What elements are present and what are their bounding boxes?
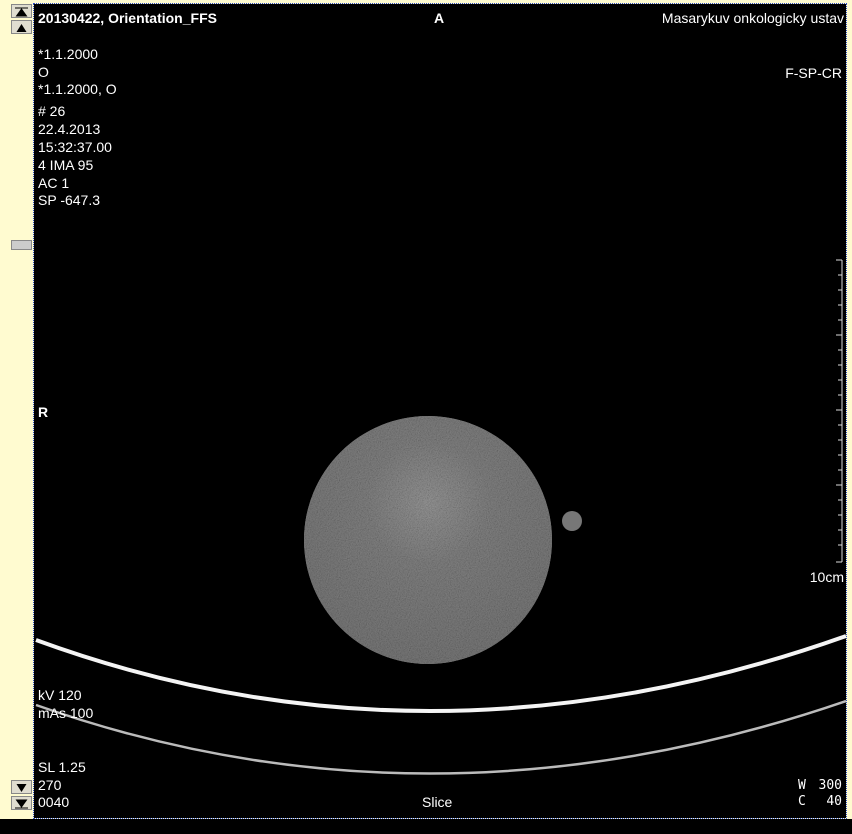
scale-ruler [836, 260, 842, 562]
scroll-thumb[interactable] [11, 240, 32, 250]
info-line: SL 1.25 [38, 759, 86, 775]
scroll-down[interactable] [11, 780, 32, 794]
window-value: 300 [819, 778, 842, 794]
patient-label: 20130422, Orientation_FFS [38, 10, 217, 26]
window-label: W [798, 778, 806, 794]
info-line: mAs 100 [38, 705, 93, 721]
info-line: O [38, 64, 49, 80]
orientation-left: R [38, 404, 48, 420]
ct-image [34, 4, 846, 818]
image-viewport: 20130422, Orientation_FFS A Masarykuv on… [34, 4, 846, 818]
scroll-first[interactable] [11, 4, 32, 18]
scale-label: 10cm [810, 569, 844, 585]
protocol: F-SP-CR [785, 65, 842, 81]
institution: Masarykuv onkologicky ustav [662, 10, 844, 26]
info-line: 22.4.2013 [38, 121, 100, 137]
small-marker [562, 511, 582, 531]
orientation-top: A [434, 10, 444, 26]
info-line: AC 1 [38, 175, 69, 191]
scrollbar[interactable] [11, 4, 33, 818]
slice-label: Slice [422, 794, 452, 810]
page: 20130422, Orientation_FFS A Masarykuv on… [0, 0, 852, 834]
phantom [304, 416, 552, 664]
center-value: 40 [826, 794, 842, 810]
scroll-last[interactable] [11, 796, 32, 810]
bottom-strip [0, 819, 852, 834]
info-line: *1.1.2000, O [38, 81, 117, 97]
info-line: # 26 [38, 103, 65, 119]
info-line: 0040 [38, 794, 69, 810]
info-line: 15:32:37.00 [38, 139, 112, 155]
info-line: kV 120 [38, 687, 82, 703]
center-label: C [798, 794, 806, 810]
info-line: *1.1.2000 [38, 46, 98, 62]
info-line: 270 [38, 777, 61, 793]
info-line: SP -647.3 [38, 192, 100, 208]
scroll-up[interactable] [11, 20, 32, 34]
info-line: 4 IMA 95 [38, 157, 93, 173]
